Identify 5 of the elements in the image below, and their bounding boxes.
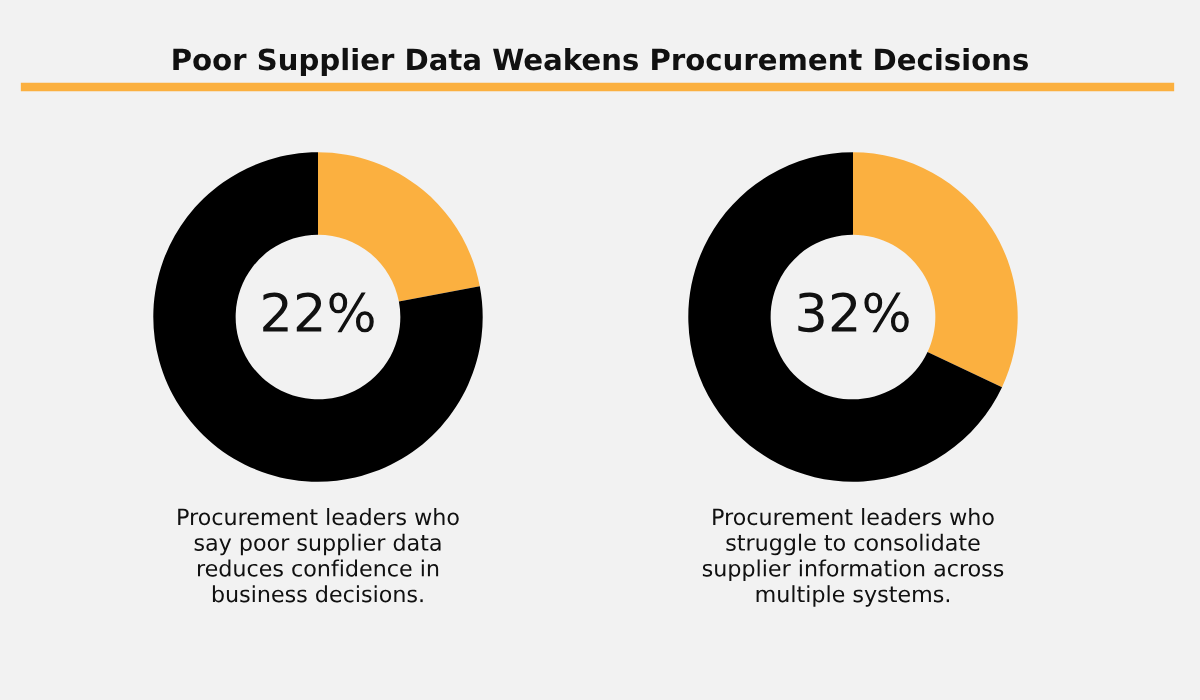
data-label: 22% [263,292,374,333]
text: Procurement leaders who say poor supplier data reduces confidence in business decisions. [178,508,459,603]
text: Procurement leaders who struggle to consolidate supplier information across multiple systems. [702,508,1004,607]
text: Poor Supplier Data Weakens Procurement Decisions [173,47,1028,77]
data-label: 32% [798,292,909,333]
